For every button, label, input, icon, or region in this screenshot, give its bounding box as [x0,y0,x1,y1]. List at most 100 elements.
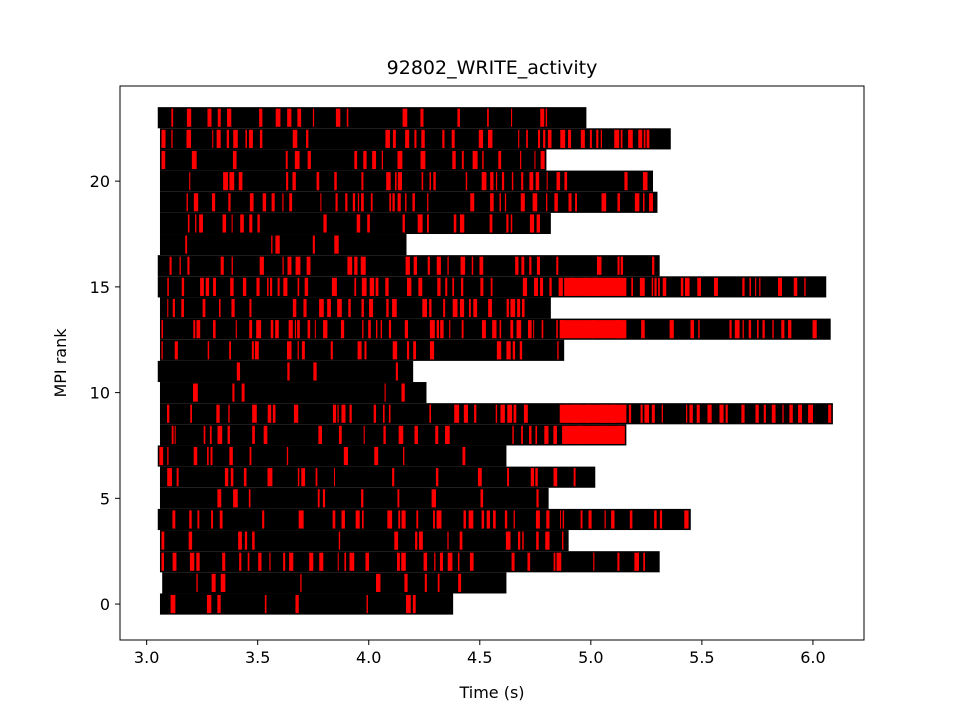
chart-title: 92802_WRITE_activity [387,57,598,79]
write-event [506,341,511,360]
write-event [171,425,174,444]
x-tick-label: 3.0 [134,648,159,667]
write-event [295,594,299,614]
write-event [759,277,761,296]
write-event [248,489,251,508]
write-event [684,510,689,529]
write-event [534,277,538,296]
write-event [516,320,522,339]
write-event [232,383,235,402]
write-event [440,320,444,339]
rank-bar-body [157,360,414,383]
write-event [416,510,419,529]
write-event [522,531,524,550]
write-event [248,129,253,148]
write-event [386,172,391,191]
write-event [634,193,640,212]
write-event [696,404,700,423]
write-event [285,150,288,170]
write-event [436,320,440,339]
rank-bars [157,107,833,615]
rank-bar-15 [157,276,827,298]
write-event [513,404,517,423]
write-event [828,404,832,423]
write-event [355,510,360,529]
write-event [539,277,544,296]
write-event [222,214,227,233]
write-event [617,193,620,212]
write-event [534,150,536,170]
write-event [382,404,385,423]
rank-bar-20 [159,170,654,192]
write-event [257,214,260,233]
write-event [556,172,561,191]
write-event [244,531,248,550]
write-event [433,172,436,191]
write-event [499,193,501,212]
write-event [287,256,292,275]
write-event [333,468,336,487]
rank-bar-body [159,234,407,256]
write-event [462,446,466,466]
write-event [741,404,745,423]
write-event [546,172,548,191]
write-event [381,150,383,170]
write-event [812,320,817,339]
write-event [498,150,502,170]
write-event [562,425,566,444]
continuous-write-block [564,425,625,444]
write-event [230,277,234,296]
write-event [518,129,520,148]
write-event [361,193,364,212]
write-event [401,552,406,571]
write-event [698,320,700,339]
write-event [238,172,243,191]
write-event [283,552,286,571]
write-event [540,150,545,170]
write-event [501,172,505,191]
write-event [532,193,538,212]
write-event [487,108,489,127]
y-tick-label: 15 [90,278,110,297]
rank-bar-body [159,149,547,171]
rank-bar-body [159,191,658,213]
write-event [307,320,311,339]
write-event [496,341,502,360]
write-event [458,573,462,592]
write-event [640,404,643,423]
write-event [522,277,528,296]
write-event [179,256,181,275]
x-tick-label: 4.5 [467,648,492,667]
write-event [714,277,718,296]
write-event [207,446,209,466]
rank-bar-11 [157,360,414,383]
write-event [436,256,441,275]
write-event [427,193,429,212]
write-event [423,552,428,571]
write-event [199,214,203,233]
write-event [216,404,220,423]
write-event [511,172,514,191]
write-event [782,404,784,423]
write-event [629,510,633,529]
write-event [535,510,540,529]
write-event [309,552,314,571]
rank-bar-5 [159,487,549,509]
write-event [697,277,702,296]
write-event [404,320,409,339]
write-event [193,383,198,402]
write-event [267,277,269,296]
write-event [384,383,386,402]
write-event [589,129,592,148]
write-event [661,404,663,423]
write-event [219,510,223,529]
write-event [573,468,576,487]
write-event [422,298,428,318]
rank-bar-body [162,572,507,594]
write-event [755,277,757,296]
write-event [788,320,792,339]
write-event [272,404,276,423]
write-event [397,552,400,571]
